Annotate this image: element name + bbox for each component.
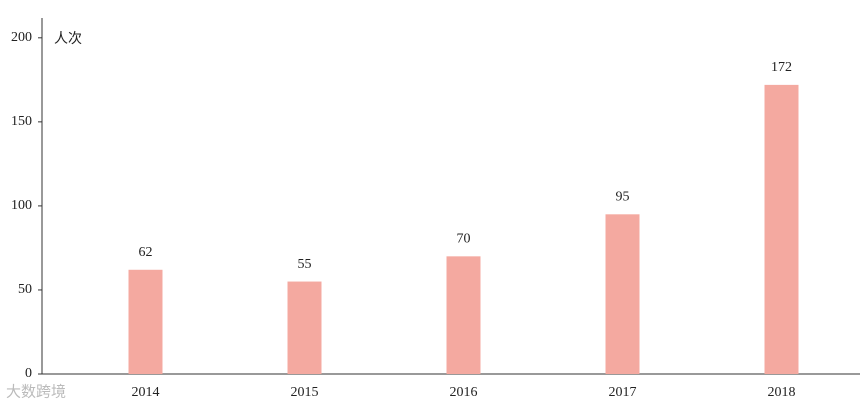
x-tick-label: 2018 [768,385,796,400]
bar [446,256,481,374]
y-tick-label: 100 [11,198,32,213]
data-label: 70 [457,232,471,247]
y-unit-label: 人次 [54,31,82,47]
x-tick-label: 2014 [132,385,160,400]
data-label: 62 [139,245,153,260]
y-tick-label: 50 [18,282,32,297]
bar [128,269,163,374]
y-tick-label: 0 [25,366,32,381]
data-label: 95 [616,190,630,205]
bar [764,84,799,374]
bar [605,214,640,374]
watermark: 大数跨境 [6,383,66,401]
data-label: 172 [771,60,792,75]
y-tick-label: 200 [11,30,32,45]
x-tick-label: 2017 [609,385,637,400]
bar [287,281,322,374]
x-tick-label: 2015 [291,385,319,400]
x-tick-label: 2016 [450,385,478,400]
y-tick-label: 150 [11,114,32,129]
data-label: 55 [298,257,312,272]
